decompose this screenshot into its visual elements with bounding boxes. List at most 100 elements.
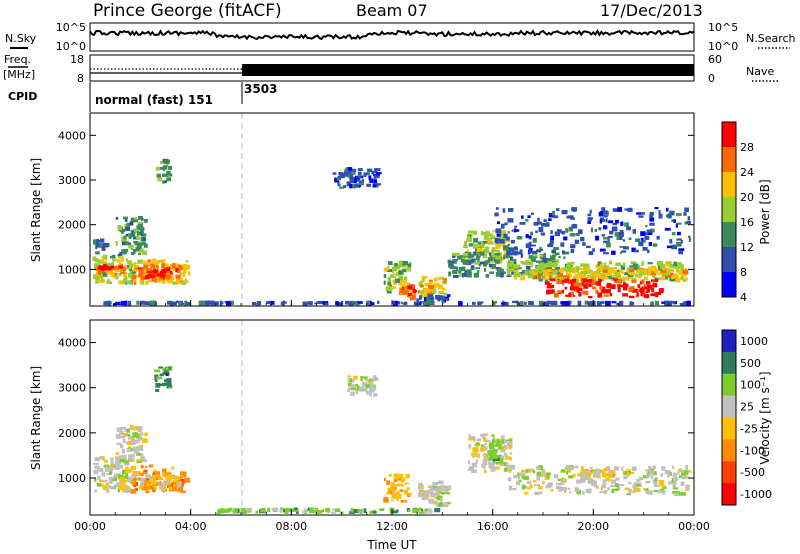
power-echo-cell	[511, 229, 514, 232]
power-echo-cell	[160, 160, 166, 164]
power-echo-cell	[626, 267, 632, 271]
power-echo-cell	[159, 271, 165, 277]
power-echo-cell	[612, 208, 618, 212]
power-echo-cell	[418, 290, 421, 294]
velocity-colorbar-swatch	[722, 395, 736, 418]
velocity-echo-cell	[662, 486, 667, 490]
velocity-echo-cell	[150, 480, 156, 484]
power-echo-cell	[461, 266, 466, 271]
velocity-echo-cell	[132, 471, 136, 476]
power-echo-cell	[595, 289, 599, 294]
power-echo-cell	[539, 270, 543, 274]
velocity-echo-cell	[386, 492, 389, 495]
velocity-echo-cell	[359, 511, 363, 514]
power-echo-cell	[464, 270, 469, 274]
power-echo-cell	[588, 283, 592, 287]
power-echo-cell	[226, 301, 232, 306]
power-echo-cell	[363, 172, 367, 177]
power-colorbar-swatch	[722, 272, 736, 298]
power-echo-cell	[525, 243, 532, 249]
velocity-echo-cell	[580, 469, 585, 474]
power-echo-cell	[617, 207, 622, 212]
power-echo-cell	[475, 267, 480, 270]
power-echo-cell	[661, 275, 666, 281]
velocity-echo-cell	[311, 510, 317, 514]
velocity-echo-cell	[603, 468, 608, 472]
velocity-echo-cell	[649, 491, 653, 495]
power-echo-cell	[526, 235, 532, 239]
power-echo-cell	[584, 300, 588, 305]
velocity-echo-cell	[592, 472, 597, 478]
power-echo-cell	[609, 230, 614, 235]
power-echo-cell	[133, 236, 138, 240]
power-echo-cell	[630, 286, 635, 290]
power-echo-cell	[496, 267, 500, 271]
power-echo-cell	[636, 292, 639, 297]
power-echo-cell	[556, 259, 560, 263]
power-echo-cell	[157, 177, 163, 182]
power-echo-cell	[419, 301, 422, 306]
velocity-echo-cell	[632, 490, 637, 493]
power-echo-cell	[474, 261, 479, 265]
velocity-echo-cell	[599, 491, 604, 494]
power-echo-cell	[541, 268, 544, 271]
power-echo-patch	[544, 278, 664, 299]
velocity-echo-cell	[434, 493, 440, 496]
power-echo-cell	[115, 276, 119, 280]
power-echo-cell	[158, 260, 162, 263]
power-echo-cell	[521, 215, 524, 219]
power-colorbar-swatch	[722, 222, 736, 248]
velocity-echo-cell	[151, 488, 156, 492]
power-echo-cell	[525, 260, 530, 265]
velocity-echo-cell	[498, 446, 503, 450]
power-echo-cell	[540, 262, 545, 267]
power-echo-cell	[119, 267, 123, 273]
power-echo-cell	[358, 182, 363, 185]
power-echo-cell	[483, 235, 489, 240]
power-echo-cell	[393, 276, 396, 279]
power-echo-cell	[562, 250, 565, 255]
velocity-echo-cell	[482, 458, 487, 461]
velocity-echo-cell	[496, 439, 500, 444]
power-echo-cell	[637, 275, 641, 279]
power-echo-cell	[494, 238, 500, 243]
power-echo-cell	[506, 274, 511, 277]
power-echo-cell	[118, 265, 123, 269]
power-echo-cell	[386, 290, 392, 294]
velocity-echo-cell	[544, 475, 549, 480]
power-echo-cell	[489, 263, 495, 268]
velocity-colorbar-tick-label: 500	[740, 357, 761, 370]
power-echo-cell	[519, 222, 526, 225]
power-echo-cell	[147, 280, 152, 283]
velocity-echo-cell	[154, 377, 157, 381]
power-echo-cell	[607, 236, 613, 239]
velocity-echo-cell	[159, 480, 162, 486]
power-echo-cell	[686, 220, 691, 224]
power-echo-cell	[480, 230, 484, 236]
power-echo-cell	[564, 278, 570, 282]
velocity-echo-cell	[623, 475, 628, 480]
power-echo-cell	[154, 301, 157, 304]
power-echo-cell	[638, 241, 644, 247]
power-echo-cell	[571, 207, 578, 212]
power-echo-cell	[466, 269, 472, 274]
velocity-echo-cell	[348, 387, 351, 390]
velocity-echo-cell	[527, 487, 531, 490]
power-echo-cell	[156, 167, 160, 171]
velocity-echo-cell	[433, 485, 438, 489]
power-echo-cell	[144, 281, 149, 285]
velocity-echo-cell	[165, 373, 169, 377]
power-echo-cell	[484, 267, 487, 272]
power-echo-cell	[152, 258, 157, 263]
power-echo-cell	[619, 251, 623, 254]
velocity-echo-cell	[97, 475, 101, 481]
velocity-x-axis: 00:00 04:00 08:00 12:00 16:00 20:00 00:00	[74, 509, 710, 533]
cpid-segment-2: 3503	[244, 82, 277, 96]
power-echo-cell	[375, 171, 380, 177]
power-echo-cell	[464, 241, 467, 246]
power-echo-cell	[598, 270, 601, 274]
power-echo-cell	[141, 236, 146, 242]
velocity-echo-cell	[386, 480, 391, 485]
power-echo-cell	[658, 213, 663, 219]
power-echo-cell	[551, 210, 556, 216]
